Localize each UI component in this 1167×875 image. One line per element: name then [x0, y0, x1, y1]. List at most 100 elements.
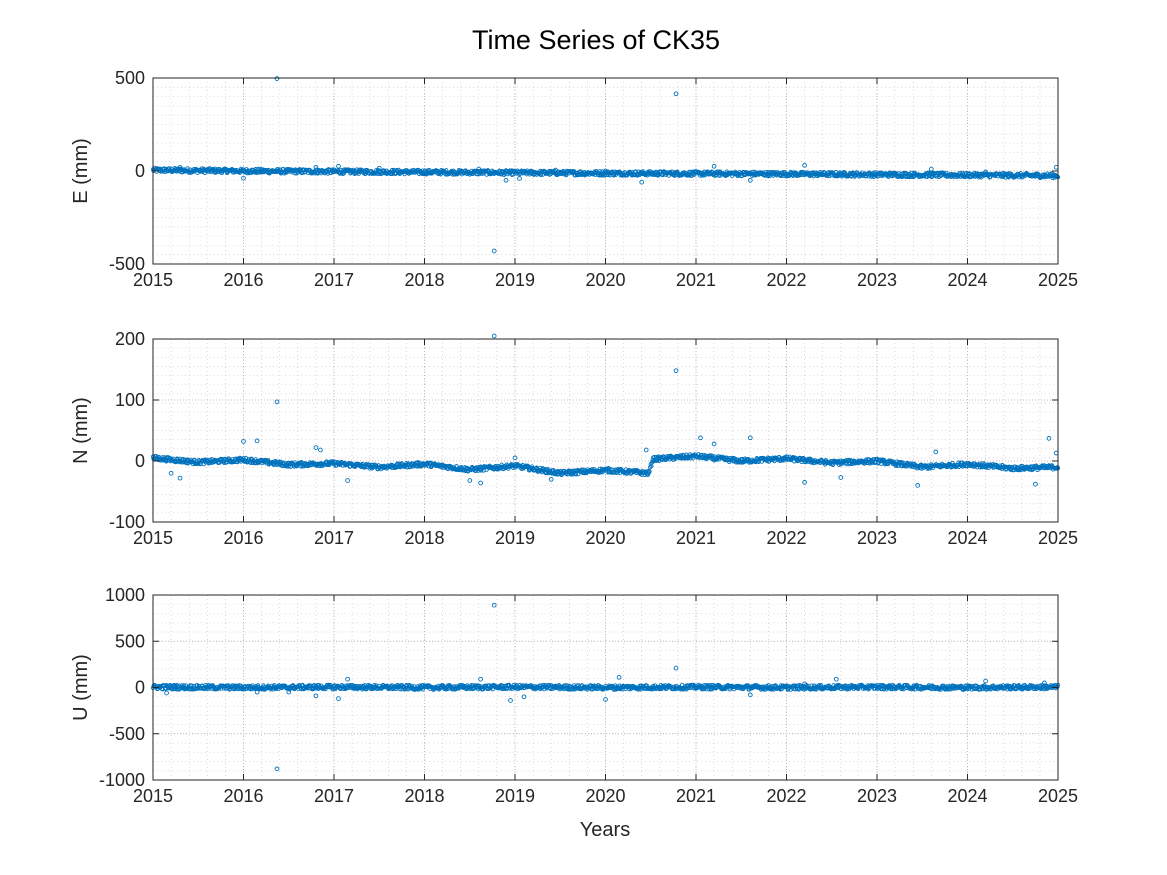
- y-tick-label: 100: [115, 390, 145, 410]
- outlier-point: [313, 445, 319, 450]
- outlier-point: [548, 476, 554, 482]
- data-point: [397, 686, 402, 692]
- data-point: [438, 172, 443, 177]
- outlier-point: [491, 602, 497, 608]
- y-tick-label: 0: [135, 451, 145, 471]
- x-tick-label: 2016: [223, 270, 263, 290]
- outlier-point: [711, 163, 717, 169]
- data-point: [415, 460, 421, 465]
- data-point: [563, 683, 568, 688]
- data-point: [527, 172, 532, 177]
- y-tick-label: -100: [109, 512, 145, 532]
- outlier-point: [476, 166, 482, 172]
- y-tick-label: -500: [109, 724, 145, 744]
- y-tick-label: -500: [109, 254, 145, 274]
- outlier-point: [838, 475, 844, 480]
- data-point: [902, 170, 907, 176]
- outlier-point: [376, 165, 382, 171]
- outlier-point: [478, 480, 483, 486]
- outlier-point: [747, 177, 753, 183]
- outlier-point: [673, 91, 679, 97]
- y-tick-label: 0: [135, 161, 145, 181]
- x-tick-label: 2019: [495, 528, 535, 548]
- outlier-point: [177, 475, 183, 481]
- subplot-1: 2015 2016 2017 2018 2019 2020 2021 2022 2023 2024…: [70, 329, 1078, 548]
- x-tick-label: 2022: [766, 528, 806, 548]
- outlier-point: [164, 690, 169, 696]
- x-tick-label: 2024: [947, 270, 987, 290]
- x-tick-label: 2025: [1038, 270, 1078, 290]
- x-tick-label: 2021: [676, 528, 716, 548]
- x-tick-label: 2018: [404, 786, 444, 806]
- outlier-point: [478, 676, 483, 682]
- outlier-point: [336, 163, 341, 169]
- x-tick-label: 2025: [1038, 786, 1078, 806]
- figure-title: Time Series of CK35: [472, 25, 720, 55]
- outlier-point: [345, 478, 350, 483]
- y-tick-label: -1000: [99, 770, 145, 790]
- x-tick-label: 2015: [133, 786, 173, 806]
- outlier-point: [313, 164, 319, 170]
- x-tick-label: 2019: [495, 786, 535, 806]
- outlier-point: [521, 694, 527, 700]
- x-tick-label: 2016: [223, 786, 263, 806]
- outlier-point: [491, 333, 497, 339]
- data-point: [965, 171, 971, 176]
- data-point: [827, 173, 832, 179]
- x-tick-label: 2018: [404, 270, 444, 290]
- outlier-point: [802, 480, 807, 485]
- data-point: [490, 687, 495, 692]
- outlier-point: [616, 674, 622, 680]
- subplot-0: 2015 2016 2017 2018 2019 2020 2021 2022 2023 2024…: [70, 68, 1078, 290]
- data-point: [809, 683, 814, 688]
- x-tick-label: 2017: [314, 528, 354, 548]
- outlier-point: [603, 697, 608, 702]
- outlier-point: [928, 166, 934, 172]
- data-series: [150, 333, 1061, 488]
- x-tick-label: 2024: [947, 528, 987, 548]
- data-series: [150, 76, 1061, 254]
- data-point: [538, 172, 544, 177]
- outlier-point: [274, 399, 280, 405]
- outlier-point: [286, 689, 292, 695]
- outlier-point: [802, 163, 807, 168]
- outlier-point: [254, 438, 260, 444]
- outlier-point: [336, 696, 341, 701]
- y-axis-label: E (mm): [70, 138, 92, 204]
- x-tick-label: 2022: [766, 786, 806, 806]
- outlier-point: [274, 76, 280, 81]
- x-tick-label: 2025: [1038, 528, 1078, 548]
- outlier-point: [241, 439, 246, 444]
- outlier-point: [254, 689, 260, 695]
- y-tick-label: 500: [115, 631, 145, 651]
- data-point: [189, 683, 194, 688]
- outlier-point: [345, 676, 350, 682]
- x-tick-label: 2021: [676, 786, 716, 806]
- outlier-point: [318, 447, 323, 453]
- outlier-point: [915, 483, 921, 488]
- outlier-point: [698, 435, 703, 441]
- y-tick-label: 1000: [105, 585, 145, 605]
- outlier-point: [673, 665, 679, 671]
- outlier-point: [168, 470, 174, 476]
- data-series: [150, 602, 1061, 772]
- x-tick-label: 2016: [223, 528, 263, 548]
- outlier-point: [512, 455, 518, 461]
- x-tick-label: 2017: [314, 270, 354, 290]
- outlier-point: [508, 698, 513, 703]
- x-tick-label: 2020: [585, 786, 625, 806]
- subplots: 2015 2016 2017 2018 2019 2020 2021 2022 2023 2024…: [70, 68, 1078, 806]
- outlier-point: [241, 175, 246, 181]
- subplot-2: 2015 2016 2017 2018 2019 2020 2021 2022 2023 2024…: [70, 585, 1078, 806]
- outlier-point: [1042, 680, 1047, 686]
- x-tick-label: 2023: [857, 786, 897, 806]
- outlier-point: [467, 478, 473, 483]
- x-axis-label: Years: [580, 819, 630, 841]
- outlier-point: [983, 678, 988, 684]
- y-axis-label: U (mm): [70, 654, 92, 721]
- outlier-point: [833, 676, 839, 682]
- outlier-point: [983, 169, 988, 175]
- data-point: [645, 472, 650, 478]
- outlier-point: [673, 368, 679, 374]
